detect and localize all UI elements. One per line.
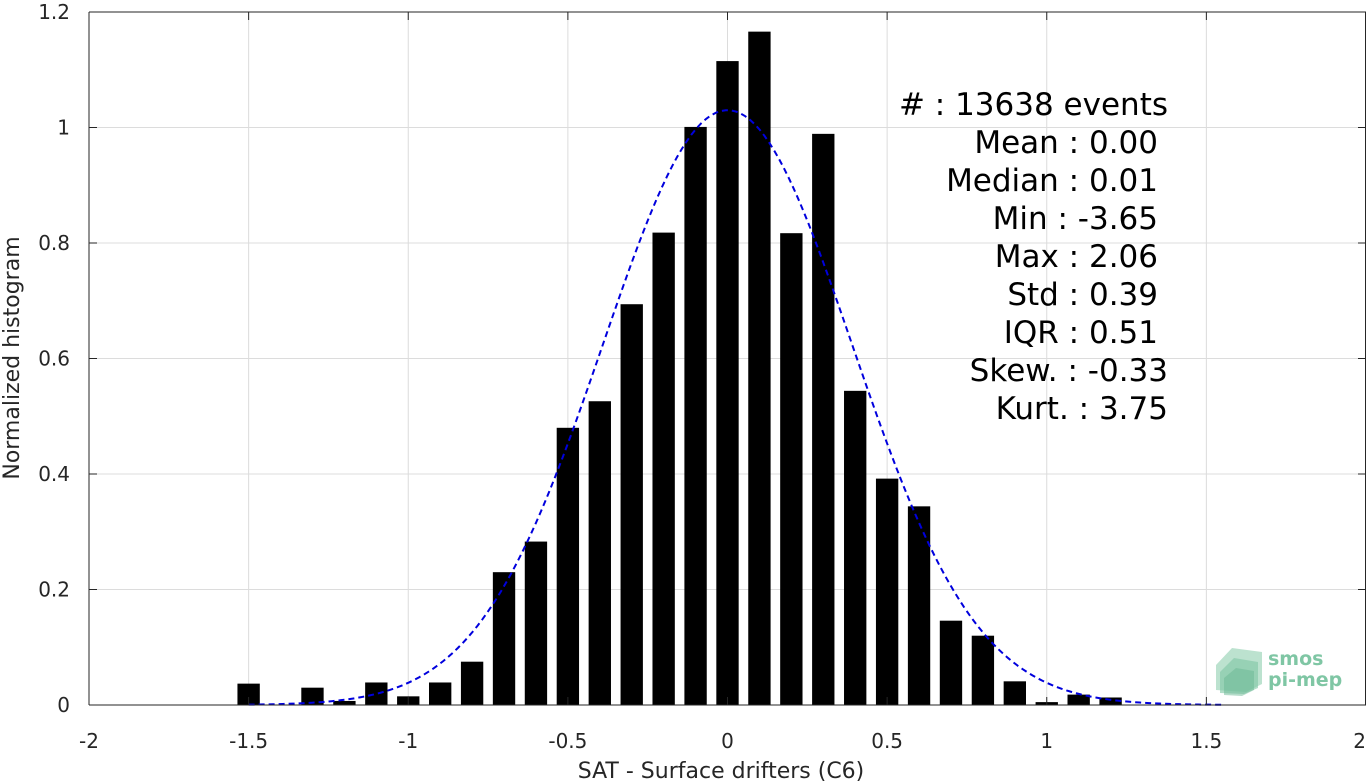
- histogram-bar: [620, 304, 643, 705]
- y-tick-label: 0.2: [38, 578, 70, 602]
- x-tick-label: 0.5: [871, 729, 903, 753]
- y-tick-label: 1: [57, 116, 70, 140]
- x-tick-label: 1: [1040, 729, 1053, 753]
- histogram-bar: [237, 683, 260, 705]
- histogram-bar: [1003, 681, 1026, 705]
- y-tick-labels: 0 0.2 0.4 0.6 0.8 1 1.2: [38, 0, 70, 717]
- histogram-bar: [716, 61, 739, 705]
- stat-line: Min : -3.65: [993, 201, 1158, 237]
- y-tick-label: 0: [57, 693, 70, 717]
- histogram-bars: [237, 31, 1122, 706]
- x-tick-label: -1.5: [229, 729, 268, 753]
- histogram-bar: [939, 620, 963, 705]
- x-tick-label: -1: [398, 729, 418, 753]
- histogram-bar: [684, 126, 707, 706]
- histogram-bar: [971, 635, 995, 705]
- stat-line: Skew. : -0.33: [970, 353, 1168, 389]
- histogram-bar: [301, 687, 324, 705]
- stat-line: # : 13638 events: [899, 87, 1168, 123]
- stat-line: Std : 0.39: [1007, 277, 1158, 313]
- stat-line: Max : 2.06: [995, 239, 1158, 275]
- histogram-bar: [780, 233, 803, 705]
- x-tick-label: 0: [721, 729, 734, 753]
- logo-waves-icon: [1216, 648, 1262, 696]
- histogram-bar: [588, 401, 611, 705]
- x-tick-label: -2: [79, 729, 99, 753]
- logo-text-pimep: pi-mep: [1268, 669, 1342, 691]
- histogram-bar: [1099, 697, 1122, 705]
- histogram-bar: [524, 541, 548, 705]
- y-axis-label: Normalized histogram: [0, 236, 25, 479]
- logo-text-smos: smos: [1268, 648, 1323, 670]
- histogram-bar: [429, 682, 452, 705]
- histogram-bar: [556, 427, 580, 705]
- histogram-bar: [365, 682, 388, 705]
- histogram-bar: [460, 661, 484, 705]
- stat-line: IQR : 0.51: [1004, 315, 1158, 351]
- smos-pimep-logo: smos pi-mep: [1216, 648, 1342, 696]
- histogram-bar: [492, 572, 516, 705]
- histogram-bar: [812, 133, 835, 706]
- histogram-bar: [875, 478, 899, 705]
- histogram-bar: [652, 232, 675, 706]
- histogram-bar: [333, 700, 356, 705]
- histogram-bar: [844, 390, 867, 705]
- gaussian-fit-curve: [248, 109, 1223, 706]
- histogram-bar: [1067, 694, 1090, 705]
- y-tick-label: 1.2: [38, 0, 70, 24]
- stat-line: Kurt. : 3.75: [996, 391, 1168, 427]
- y-tick-label: 0.6: [38, 347, 70, 371]
- x-axis-label: SAT - Surface drifters (C6): [578, 759, 865, 784]
- stat-line: Median : 0.01: [946, 163, 1158, 199]
- x-tick-label: 1.5: [1190, 729, 1222, 753]
- y-tick-label: 0.8: [38, 231, 70, 255]
- histogram-bar: [907, 506, 931, 705]
- stat-line: Mean : 0.00: [974, 125, 1158, 161]
- y-tick-label: 0.4: [38, 462, 70, 486]
- x-tick-labels: -2 -1.5 -1 -0.5 0 0.5 1 1.5 2: [79, 729, 1366, 753]
- x-tick-label: -0.5: [548, 729, 587, 753]
- x-tick-label: 2: [1353, 729, 1366, 753]
- histogram-bar: [748, 31, 771, 705]
